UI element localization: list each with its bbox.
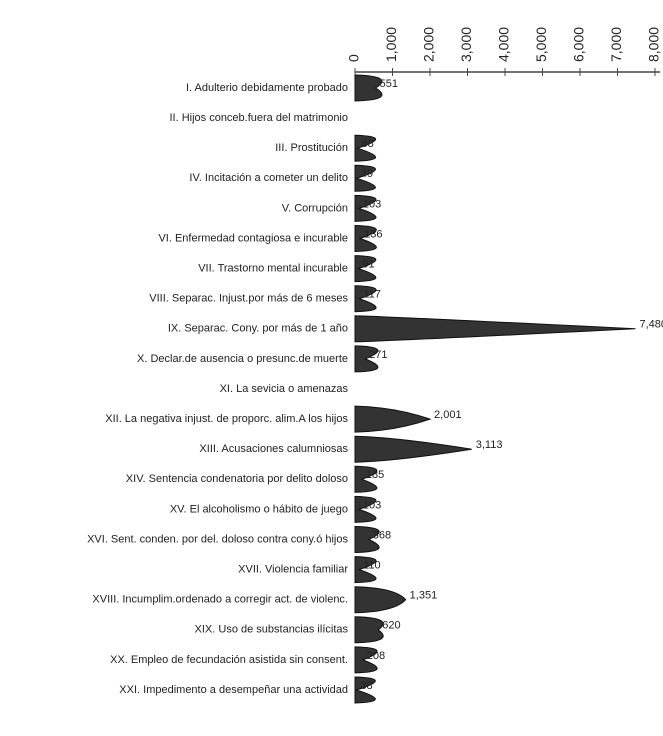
y-tick-label: 3,000 xyxy=(458,27,474,62)
category-label: XVIII. Incumplim.ordenado a corregir act… xyxy=(92,594,348,606)
category-label: III. Prostitución xyxy=(275,142,348,154)
value-label: 208 xyxy=(367,650,385,662)
value-label: 551 xyxy=(380,78,398,90)
value-label: 117 xyxy=(363,289,381,301)
category-label: XII. La negativa injust. de proporc. ali… xyxy=(105,413,348,425)
value-label: 136 xyxy=(364,228,382,240)
value-label: 103 xyxy=(363,499,381,511)
bar xyxy=(354,495,377,523)
value-label: 1,351 xyxy=(410,590,438,602)
value-label: 68 xyxy=(362,138,374,150)
value-label: 3,113 xyxy=(476,439,503,451)
category-label: XIV. Sentencia condenatoria por delito d… xyxy=(126,473,348,485)
value-label: 103 xyxy=(363,198,381,210)
category-label: VIII. Separac. Injust.por más de 6 meses xyxy=(149,293,348,305)
category-label: XVI. Sent. conden. por del. doloso contr… xyxy=(87,533,348,545)
bar xyxy=(354,676,376,704)
value-label: 49 xyxy=(361,168,373,180)
value-label: 38 xyxy=(360,680,372,692)
bar xyxy=(354,164,376,192)
y-tick-label: 1,000 xyxy=(383,27,399,62)
category-label: XIX. Uso de substancias ilícitas xyxy=(195,624,349,636)
bar xyxy=(354,74,383,102)
category-label: XXI. Impedimento a desempeñar una activi… xyxy=(119,684,348,696)
y-tick-label: 8,000 xyxy=(646,27,662,62)
bar xyxy=(354,194,377,222)
value-label: 271 xyxy=(369,349,387,361)
category-label: XIII. Acusaciones calumniosas xyxy=(199,443,348,455)
bar xyxy=(354,586,407,614)
y-tick-label: 2,000 xyxy=(421,27,437,62)
value-label: 91 xyxy=(362,259,374,271)
value-label: 7,480 xyxy=(640,319,663,331)
category-label: V. Corrupción xyxy=(282,202,348,214)
bar xyxy=(354,255,377,283)
value-label: 368 xyxy=(373,529,391,541)
bar xyxy=(354,315,636,343)
bar xyxy=(354,465,378,493)
bar xyxy=(354,405,432,433)
value-label: 185 xyxy=(366,469,384,481)
bar xyxy=(354,525,380,554)
category-label: XI. La sevicia o amenazas xyxy=(220,383,349,395)
category-label: I. Adulterio debidamente probado xyxy=(186,82,348,94)
category-label: XVII. Violencia familiar xyxy=(238,564,348,576)
category-label: IV. Incitación a cometer un delito xyxy=(189,172,348,184)
category-label: X. Declar.de ausencia o presunc.de muert… xyxy=(137,353,348,365)
category-label: VII. Trastorno mental incurable xyxy=(198,263,348,275)
bar xyxy=(354,134,377,162)
category-label: IX. Separac. Cony. por más de 1 año xyxy=(168,323,348,335)
y-tick-label: 5,000 xyxy=(533,27,549,62)
bar xyxy=(354,646,378,674)
category-label: II. Hijos conceb.fuera del matrimonio xyxy=(169,112,348,124)
value-label: 620 xyxy=(382,620,400,632)
y-tick-label: 4,000 xyxy=(496,27,512,62)
bar xyxy=(354,345,379,373)
y-tick-label: 0 xyxy=(346,54,362,62)
category-label: XV. El alcoholismo o hábito de juego xyxy=(170,503,348,515)
bar xyxy=(354,435,472,463)
bar xyxy=(354,285,377,313)
value-label: 110 xyxy=(363,560,381,572)
value-label: 2,001 xyxy=(434,409,462,421)
y-tick-label: 7,000 xyxy=(608,27,624,62)
category-label: XX. Empleo de fecundación asistida sin c… xyxy=(110,654,348,666)
bar xyxy=(354,556,377,584)
bar xyxy=(354,224,377,253)
bar xyxy=(354,616,384,644)
y-tick-label: 6,000 xyxy=(571,27,587,62)
category-label: VI. Enfermedad contagiosa e incurable xyxy=(158,232,348,244)
